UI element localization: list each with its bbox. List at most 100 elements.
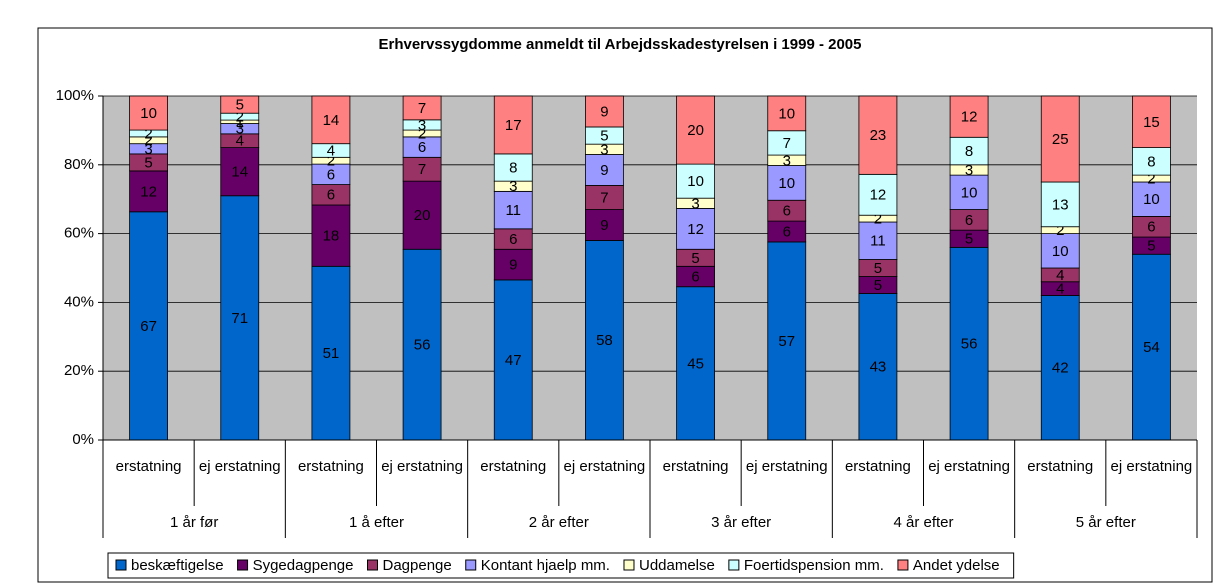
data-label: 7 <box>783 135 791 152</box>
x-tick-label: erstatning <box>297 458 364 475</box>
data-label: 6 <box>691 268 699 285</box>
data-label: 6 <box>418 139 426 156</box>
data-label: 71 <box>231 310 248 327</box>
data-label: 6 <box>965 212 973 229</box>
group-label: 5 år efter <box>1075 514 1136 531</box>
group-label: 1 år før <box>169 514 219 531</box>
data-label: 56 <box>414 337 431 354</box>
data-label: 45 <box>687 355 704 372</box>
data-label: 56 <box>961 336 978 353</box>
bar-segment <box>1040 295 1080 441</box>
bar-segment <box>493 153 533 182</box>
group-label: 3 år efter <box>711 514 772 531</box>
data-label: 5 <box>1147 238 1155 255</box>
data-label: 10 <box>778 105 795 122</box>
x-tick-label: erstatning <box>1027 458 1094 475</box>
bar-segment <box>1132 95 1171 148</box>
data-label: 9 <box>600 162 608 179</box>
x-tick-label: erstatning <box>662 458 729 475</box>
x-tick-label: erstatning <box>844 458 911 475</box>
bar-segment <box>402 180 442 250</box>
data-label: 3 <box>600 141 608 158</box>
data-label: 13 <box>1052 196 1069 213</box>
data-label: 3 <box>418 117 426 134</box>
bar-segment <box>858 293 898 441</box>
data-label: 15 <box>1143 114 1160 131</box>
bar-segment <box>858 95 898 175</box>
bar-segment <box>585 95 624 128</box>
bar-segment <box>1040 181 1080 228</box>
data-label: 17 <box>505 117 522 134</box>
bar-segment <box>1132 253 1171 441</box>
data-label: 3 <box>144 141 152 158</box>
data-label: 6 <box>327 187 335 204</box>
y-tick-label: 40% <box>64 293 94 310</box>
data-label: 12 <box>870 187 887 204</box>
data-label: 20 <box>414 207 431 224</box>
bar-segment <box>220 195 260 441</box>
bar-segment <box>493 279 533 441</box>
data-label: 57 <box>778 333 795 350</box>
bar-segment <box>220 95 260 114</box>
bar-segment <box>402 95 442 121</box>
bar-segment <box>129 95 168 131</box>
bar-segment <box>311 265 351 441</box>
data-label: 10 <box>1143 191 1160 208</box>
data-label: 5 <box>691 250 699 267</box>
data-label: 6 <box>1147 219 1155 236</box>
data-label: 3 <box>236 121 244 138</box>
legend-label: Foertidspension mm. <box>744 557 884 574</box>
data-label: 2 <box>236 109 244 126</box>
bar-segment <box>767 241 807 441</box>
bar-segment <box>585 240 624 441</box>
data-label: 10 <box>961 184 978 201</box>
data-label: 2 <box>874 211 882 228</box>
legend-label: Dagpenge <box>383 557 452 574</box>
data-label: 5 <box>600 128 608 145</box>
bar-segment <box>949 246 989 441</box>
data-label: 11 <box>505 202 521 219</box>
data-label: 47 <box>505 352 522 369</box>
data-label: 12 <box>140 183 157 200</box>
data-label: 10 <box>687 173 704 190</box>
data-label: 14 <box>231 164 248 181</box>
data-label: 42 <box>1052 360 1069 377</box>
data-label: 5 <box>144 154 152 171</box>
data-label: 43 <box>870 359 887 376</box>
x-tick-label: ej erstatning <box>745 458 828 475</box>
x-tick-label: ej erstatning <box>1110 458 1193 475</box>
bar-segment <box>676 163 715 199</box>
data-label: 4 <box>236 133 244 150</box>
group-label: 2 år efter <box>528 514 589 531</box>
data-label: 3 <box>509 178 517 195</box>
data-label: 51 <box>323 345 340 362</box>
data-label: 10 <box>778 175 795 192</box>
data-label: 6 <box>509 231 517 248</box>
data-label: 2 <box>418 125 426 142</box>
data-label: 2 <box>144 125 152 142</box>
bar-segment <box>1132 181 1171 217</box>
data-label: 6 <box>327 166 335 183</box>
data-label: 54 <box>1143 339 1160 356</box>
bar-segment <box>1040 233 1080 269</box>
data-label: 1 <box>236 114 244 131</box>
data-label: 7 <box>600 189 608 206</box>
data-label: 7 <box>418 100 426 117</box>
legend-label: Sygedagpenge <box>253 557 354 574</box>
data-label: 5 <box>874 260 882 277</box>
legend-swatch <box>728 559 740 571</box>
data-label: 12 <box>687 221 704 238</box>
data-label: 3 <box>783 152 791 169</box>
legend-label: Andet ydelse <box>913 557 1000 574</box>
plot-area <box>103 96 1197 440</box>
data-label: 4 <box>327 142 335 159</box>
data-label: 9 <box>600 103 608 120</box>
data-label: 2 <box>144 132 152 149</box>
data-label: 8 <box>509 159 517 176</box>
data-label: 3 <box>691 195 699 212</box>
x-tick-label: ej erstatning <box>381 458 463 475</box>
y-tick-label: 100% <box>56 87 94 104</box>
data-label: 2 <box>1147 171 1155 188</box>
